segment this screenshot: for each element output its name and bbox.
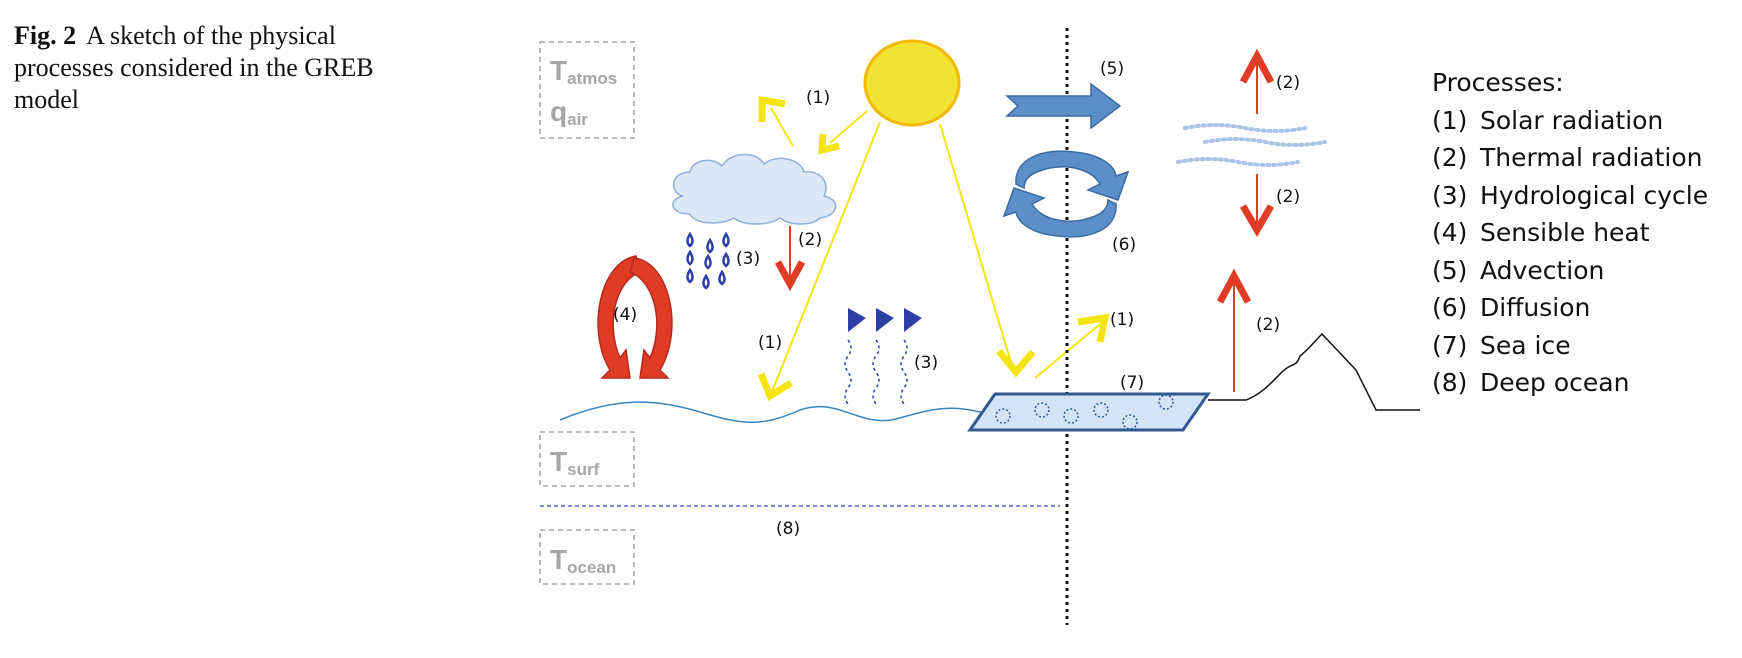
- q-air-base: q: [550, 96, 567, 127]
- sun-icon: [863, 39, 961, 127]
- legend-item-num: (5): [1432, 256, 1467, 285]
- label-solar-cloud: (1): [806, 88, 830, 108]
- sensible-heat-arrows-icon: [597, 255, 673, 379]
- legend-item-name: Advection: [1480, 256, 1604, 285]
- t-ocean-base: T: [550, 544, 567, 575]
- label-thermal-down: (2): [1276, 187, 1300, 207]
- t-surf-base: T: [550, 446, 567, 477]
- atmosphere-layer-icon: [1176, 123, 1327, 167]
- label-diffusion: (6): [1112, 235, 1136, 255]
- figure-label: Fig. 2: [14, 21, 77, 50]
- legend-item-name: Thermal radiation: [1479, 143, 1703, 172]
- svg-text:Tsurf: Tsurf: [550, 446, 600, 479]
- surf-variable-box: Tsurf: [539, 431, 635, 487]
- thermal-arrow-up-top: [1239, 48, 1275, 114]
- atmos-variable-box: Tatmos qair: [539, 41, 635, 139]
- sea-ice-icon: [967, 392, 1211, 432]
- legend-item-name: Deep ocean: [1480, 368, 1629, 397]
- land-profile-line: [1208, 332, 1420, 411]
- label-solar-ocean: (1): [758, 333, 782, 353]
- q-air-sub: air: [567, 110, 588, 129]
- solar-reflect-cloud: [758, 95, 794, 147]
- solar-arrowhead-ice: [996, 348, 1036, 378]
- label-hydro-rain: (3): [736, 249, 760, 269]
- legend-item-num: (2): [1432, 143, 1467, 172]
- solar-arrowheads: [757, 133, 1036, 402]
- legend-item-num: (8): [1432, 368, 1467, 397]
- label-thermal-land: (2): [1256, 315, 1280, 335]
- label-advection: (5): [1100, 59, 1124, 79]
- legend-item-name: Hydrological cycle: [1480, 181, 1708, 210]
- solar-arrowhead-ocean: [757, 372, 793, 402]
- cloud-icon: [672, 153, 837, 225]
- solar-arrowhead-cloud: [818, 133, 840, 155]
- label-deepocean: (8): [776, 519, 800, 539]
- legend-item-name: Diffusion: [1480, 293, 1590, 322]
- rain-drops-icon: [686, 231, 730, 290]
- legend-title: Processes:: [1432, 68, 1564, 97]
- svg-text:Tatmos: Tatmos: [550, 55, 617, 88]
- label-sensible: (4): [613, 305, 637, 325]
- evaporation-icon: [844, 308, 922, 405]
- t-ocean-sub: ocean: [567, 558, 616, 577]
- t-atmos-sub: atmos: [567, 69, 617, 88]
- label-seaice: (7): [1120, 373, 1144, 393]
- solar-rays: [770, 110, 1013, 395]
- legend-item-num: (1): [1432, 106, 1467, 135]
- legend-item-name: Solar radiation: [1480, 106, 1663, 135]
- svg-text:Tocean: Tocean: [550, 544, 616, 577]
- legend-item-name: Sensible heat: [1480, 218, 1650, 247]
- diffusion-arrows-icon: [1002, 150, 1130, 238]
- ocean-variable-box: Tocean: [539, 529, 635, 585]
- advection-arrow-icon: [1005, 82, 1122, 130]
- legend-item-num: (6): [1432, 293, 1467, 322]
- thermal-arrow-cloud: [774, 226, 806, 292]
- legend-item-num: (7): [1432, 331, 1467, 360]
- figure-caption-text: A sketch of the physical processes consi…: [14, 21, 374, 114]
- label-thermal-top: (2): [1276, 73, 1300, 93]
- svg-text:qair: qair: [550, 96, 588, 129]
- t-atmos-base: T: [550, 55, 567, 86]
- process-legend: Processes: (1) Solar radiation (2) Therm…: [1432, 68, 1708, 397]
- t-surf-sub: surf: [567, 460, 599, 479]
- thermal-arrow-up-land: [1216, 268, 1252, 392]
- label-hydro-evap: (3): [914, 353, 938, 373]
- label-solar-ice: (1): [1110, 310, 1134, 330]
- label-thermal-cloud: (2): [798, 230, 822, 250]
- legend-item-name: Sea ice: [1480, 331, 1571, 360]
- legend-item-num: (4): [1432, 218, 1467, 247]
- legend-item-num: (3): [1432, 181, 1467, 210]
- solar-reflect-ice: [1034, 313, 1110, 379]
- thermal-arrow-down-right: [1239, 174, 1275, 237]
